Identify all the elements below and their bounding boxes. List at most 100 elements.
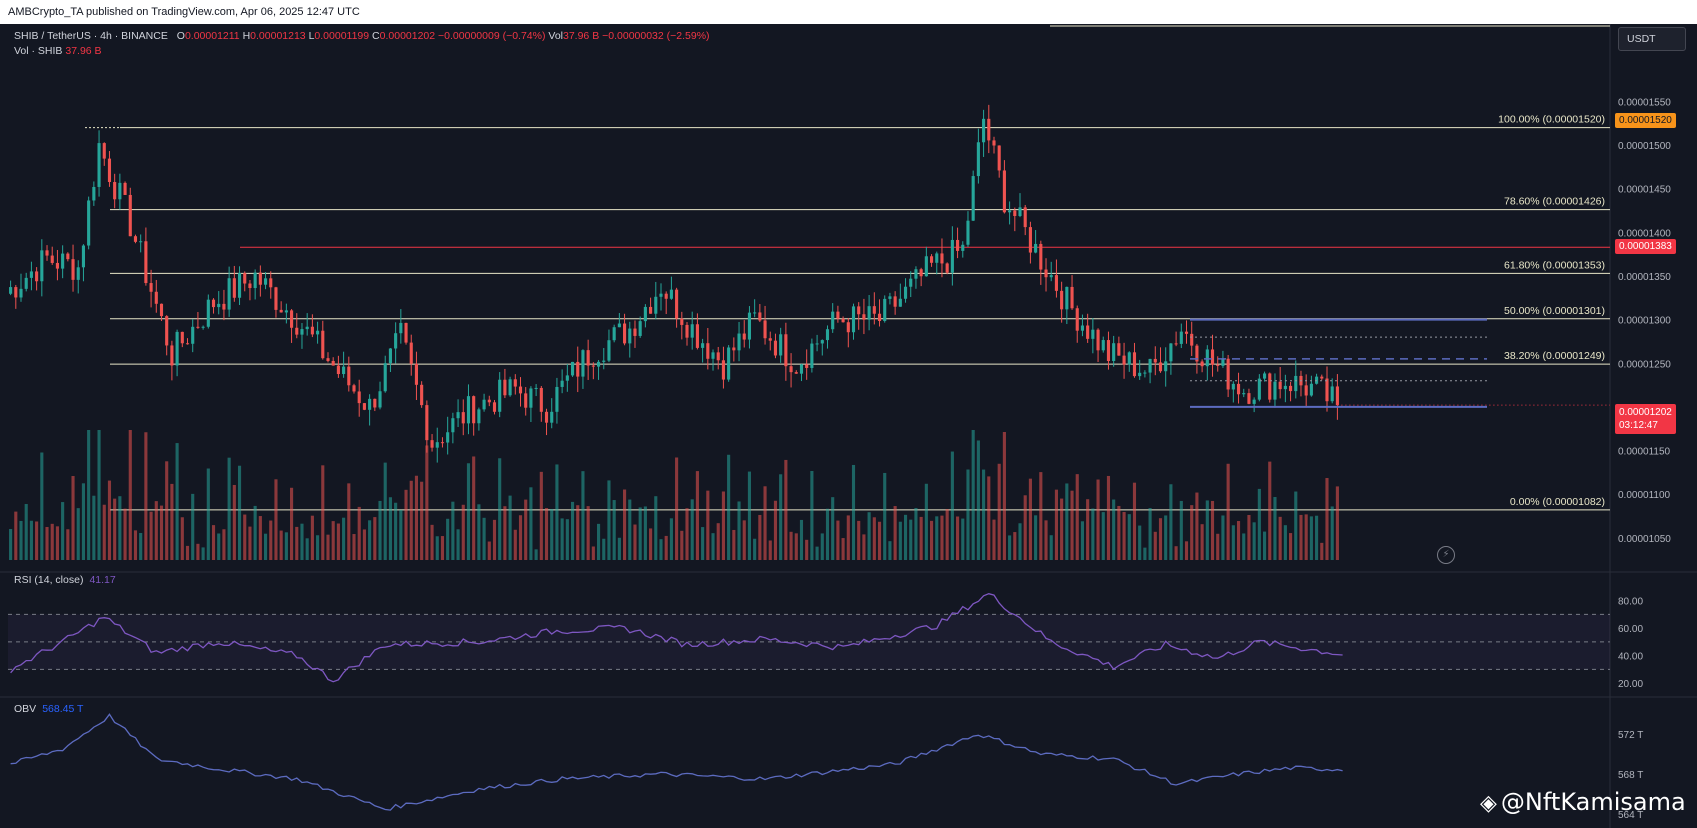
- rsi-line: [10, 593, 1343, 683]
- candle-body: [399, 322, 403, 334]
- candle-body: [888, 296, 892, 299]
- volume-bar: [487, 541, 491, 560]
- candle-body: [799, 364, 804, 374]
- volume-bar: [862, 534, 866, 560]
- candle-body: [1330, 386, 1334, 402]
- price-chart[interactable]: 0.00001550 0.00001500 0.00001450 0.00001400…: [0, 24, 1697, 828]
- volume-bar: [368, 520, 372, 560]
- volume-bar: [305, 538, 309, 560]
- price-axis-tick: 0.00001350: [1618, 272, 1671, 283]
- volume-bar: [154, 501, 158, 560]
- price-axis-tick: 0.00001500: [1618, 141, 1671, 152]
- volume-bar: [498, 458, 502, 560]
- candle-body: [29, 271, 33, 278]
- obv-axis-tick: 572 T: [1618, 730, 1643, 741]
- volume-bar: [607, 480, 611, 560]
- high-value: 0.00001213: [250, 30, 306, 42]
- volume-bar: [185, 545, 190, 560]
- volume-bar: [706, 490, 710, 560]
- rsi-label: RSI (14, close): [14, 574, 84, 586]
- candle-body: [477, 409, 481, 424]
- candle-body: [1236, 383, 1241, 395]
- candle-body: [232, 278, 236, 298]
- candle-body: [883, 298, 887, 322]
- candle-body: [747, 312, 752, 340]
- candle-body: [133, 236, 138, 242]
- candle-body: [295, 327, 299, 335]
- volume-bar: [544, 508, 549, 560]
- candle-body: [1273, 381, 1277, 400]
- volume-bar: [1117, 505, 1121, 560]
- volume-bar: [87, 430, 91, 560]
- volume-bar: [628, 499, 632, 560]
- candle-body: [623, 323, 627, 344]
- volume-bar: [149, 511, 153, 560]
- volume-bar: [1174, 546, 1178, 560]
- candle-body: [1148, 358, 1152, 373]
- volume-bar: [664, 535, 668, 560]
- candle-body: [191, 326, 195, 344]
- candle-body: [196, 326, 200, 328]
- volume-bar: [773, 500, 778, 560]
- candle-body: [1075, 308, 1079, 331]
- volume-bar: [950, 451, 954, 560]
- volume-bar: [316, 535, 320, 560]
- candle-body: [1216, 364, 1220, 366]
- price-axis-tick: 0.00001450: [1618, 185, 1671, 196]
- volume-bar: [690, 499, 694, 560]
- volume-bar: [966, 469, 970, 560]
- currency-button[interactable]: USDT: [1618, 27, 1686, 51]
- fib-level-label: 50.00% (0.00001301): [1504, 305, 1605, 317]
- volume-bar: [40, 452, 44, 560]
- volume-bar: [1278, 516, 1282, 560]
- candle-body: [805, 364, 809, 368]
- candle-body: [144, 241, 148, 284]
- volume-bar: [1320, 542, 1324, 560]
- last-price-tag: 0.00001202 03:12:47: [1615, 404, 1676, 434]
- volume-bar: [982, 469, 986, 560]
- candle-body: [539, 387, 543, 412]
- volume-bar: [1049, 535, 1053, 560]
- candle-body: [310, 326, 314, 335]
- volume-bar: [191, 493, 195, 560]
- candle-body: [237, 273, 242, 298]
- volume-bar: [768, 540, 772, 560]
- volume-bar: [1023, 495, 1027, 560]
- rsi-value: 41.17: [89, 574, 116, 586]
- candle-body: [139, 241, 143, 243]
- price-axis-tick: 0.00001050: [1618, 534, 1671, 545]
- candle-body: [1335, 386, 1339, 406]
- candle-body: [76, 267, 80, 280]
- volume-bar: [602, 538, 606, 560]
- candle-body: [602, 360, 606, 362]
- volume-bar: [456, 529, 460, 560]
- candle-body: [685, 324, 689, 338]
- candle-body: [201, 326, 205, 328]
- volume-bar: [1101, 512, 1105, 560]
- volume-bar: [753, 538, 757, 560]
- volume-bar: [633, 524, 637, 560]
- obv-axis-tick: 568 T: [1618, 770, 1643, 781]
- volume-bar: [1210, 500, 1215, 560]
- volume-bar: [248, 526, 252, 560]
- volume-bar: [883, 472, 887, 560]
- volume-bar: [71, 476, 75, 560]
- volume-bar: [144, 432, 148, 560]
- candle-body: [71, 259, 75, 280]
- lightning-icon[interactable]: ⚡: [1437, 546, 1455, 564]
- candle-body: [1127, 352, 1131, 365]
- candle-body: [831, 311, 835, 330]
- volume-bar: [680, 530, 684, 560]
- volume-bar: [872, 517, 876, 560]
- volume-bar: [638, 507, 642, 560]
- volume-bar: [66, 529, 70, 560]
- volume-bar: [654, 496, 658, 560]
- volume-bar: [737, 501, 741, 560]
- candle-body: [305, 326, 309, 330]
- volume-bar: [1236, 521, 1241, 560]
- candle-body: [1138, 372, 1142, 377]
- volume-bar: [175, 443, 179, 560]
- candle-body: [35, 271, 39, 282]
- volume-bar: [1075, 474, 1079, 560]
- volume-bar: [217, 533, 221, 560]
